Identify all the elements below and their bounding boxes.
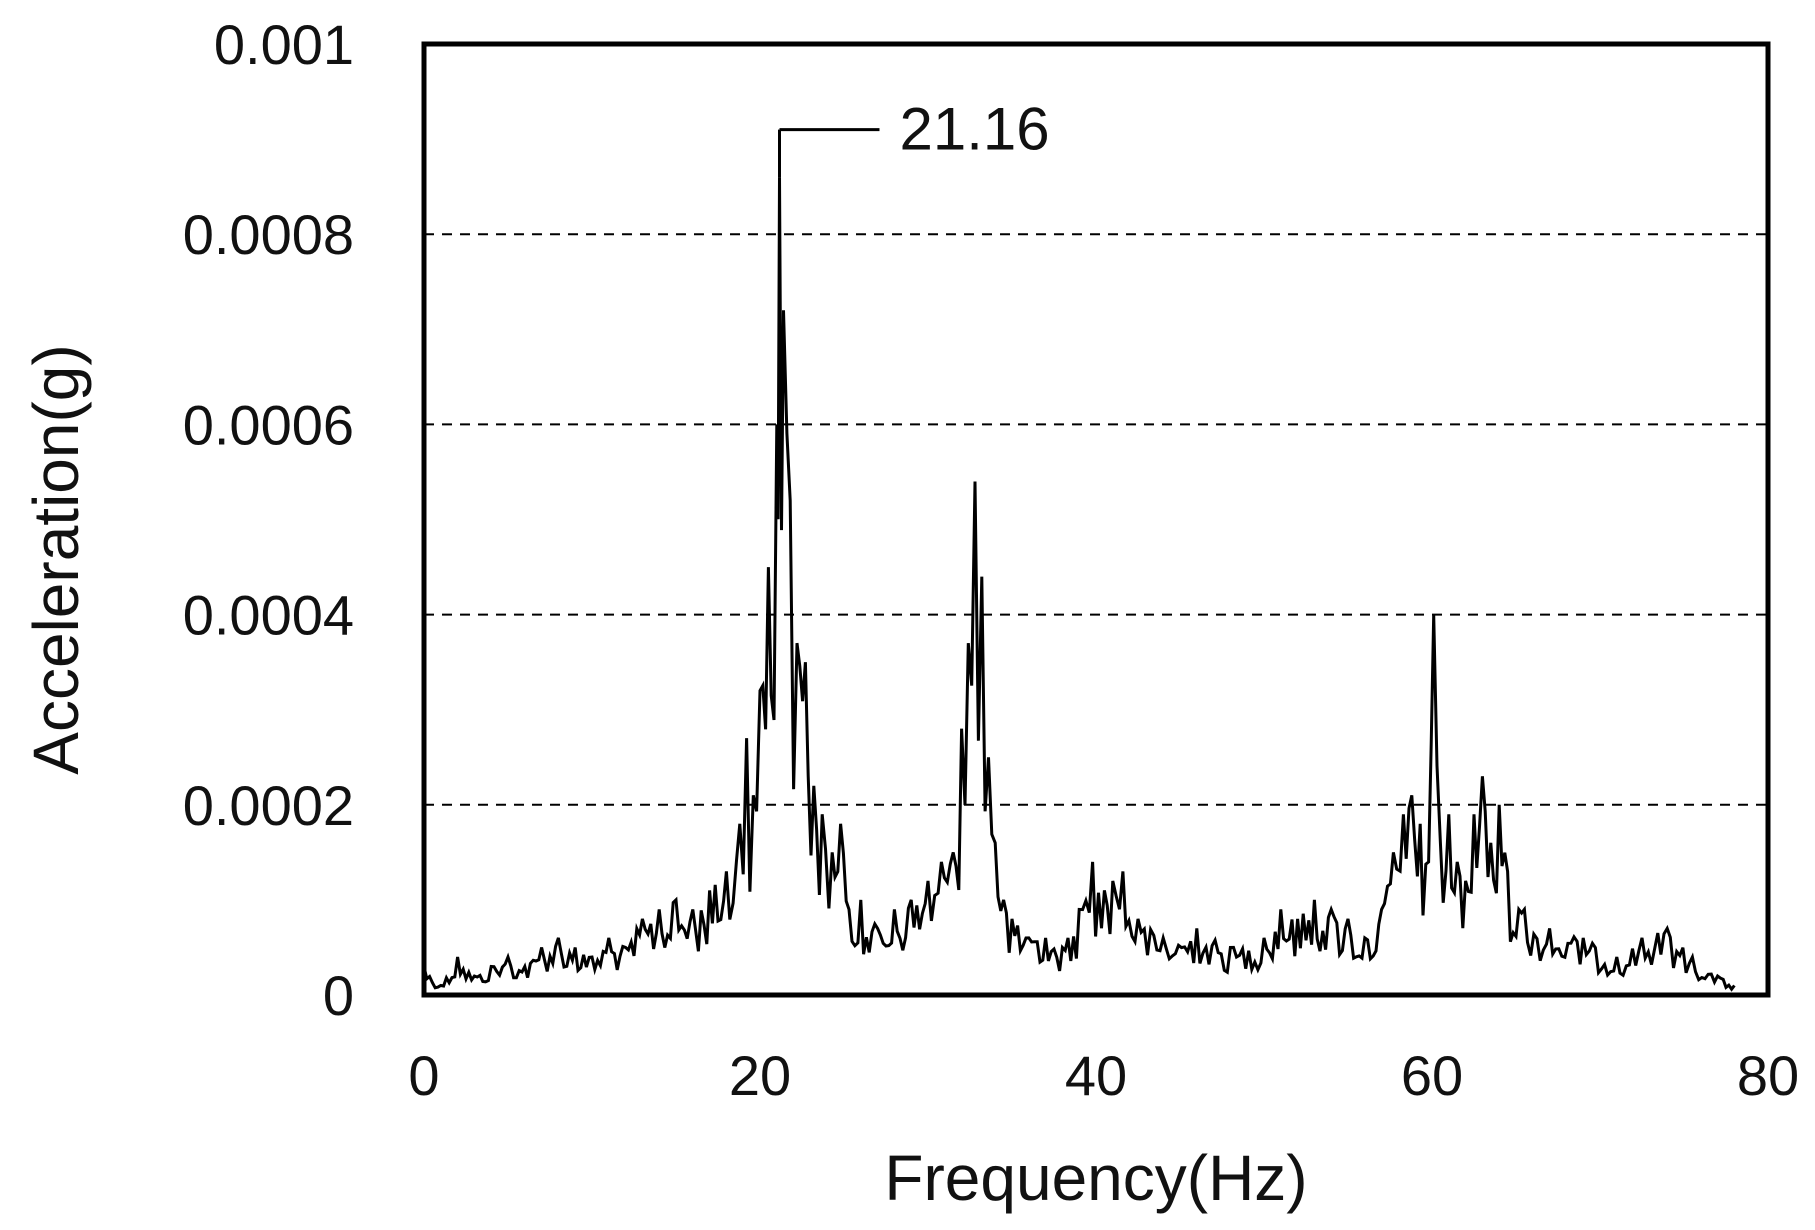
x-axis-ticks: 0 20 40 60 80 (408, 1044, 1799, 1107)
y-tick-label-5: 0.001 (214, 13, 354, 76)
y-axis-title: Acceleration(g) (20, 344, 92, 774)
peak-annotation-label-0: 21.16 (899, 96, 1049, 163)
y-tick-label-0: 0 (323, 964, 354, 1027)
x-tick-label-0: 0 (408, 1044, 439, 1107)
acceleration-series-line (422, 177, 1736, 992)
y-tick-label-3: 0.0006 (183, 393, 354, 456)
annotations: 21.16 (777, 96, 1050, 178)
y-tick-label-2: 0.0004 (183, 584, 354, 647)
x-tick-label-3: 60 (1401, 1044, 1463, 1107)
y-tick-label-4: 0.0008 (183, 203, 354, 266)
x-axis-title: Frequency(Hz) (884, 1142, 1307, 1214)
grid-lines (424, 233, 1768, 806)
x-tick-label-2: 40 (1065, 1044, 1127, 1107)
y-tick-label-1: 0.0002 (183, 774, 354, 837)
series-layer (422, 177, 1736, 992)
x-tick-label-4: 80 (1737, 1044, 1799, 1107)
x-tick-label-1: 20 (729, 1044, 791, 1107)
y-axis-ticks: 0 0.0002 0.0004 0.0006 0.0008 0.001 (183, 13, 354, 1027)
plot-area-frame (421, 41, 1771, 998)
